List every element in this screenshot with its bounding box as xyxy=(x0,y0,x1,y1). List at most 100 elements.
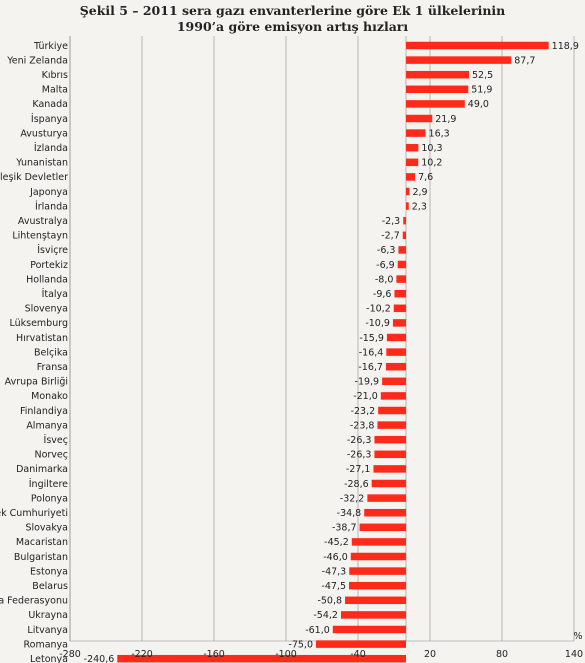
chart-subtitle: 1990’a göre emisyon artış hızları xyxy=(176,19,409,34)
bar xyxy=(398,246,406,254)
bar xyxy=(397,260,406,269)
value-label: -32,2 xyxy=(340,493,365,504)
value-label: 87,7 xyxy=(514,55,535,66)
x-tick-label: -40 xyxy=(350,649,366,660)
category-label: Malta xyxy=(42,85,68,96)
category-label: Kanada xyxy=(32,99,68,110)
category-label: Almanya xyxy=(26,420,68,431)
category-label: Monako xyxy=(31,391,68,402)
bar xyxy=(382,377,406,386)
bar xyxy=(380,392,406,400)
bar xyxy=(351,538,406,546)
value-label: -50,8 xyxy=(317,596,342,607)
category-label: Estonya xyxy=(30,566,68,577)
bar xyxy=(374,435,406,444)
value-label: -21,0 xyxy=(353,391,378,402)
value-label: -26,3 xyxy=(347,435,372,446)
bar xyxy=(386,348,406,356)
bar xyxy=(406,173,416,181)
value-label: 2,9 xyxy=(412,187,427,198)
category-label: Hırvatistan xyxy=(16,333,68,344)
value-label: -6,3 xyxy=(377,245,396,256)
chart-title: Şekil 5 – 2011 sera gazı envanterlerine … xyxy=(79,3,506,18)
bars-group xyxy=(117,41,549,663)
category-label: İzlanda xyxy=(34,143,68,154)
unit-label: % xyxy=(573,631,582,642)
bar xyxy=(364,508,406,517)
category-label: Hollanda xyxy=(26,274,68,285)
category-label: Kıbrıs xyxy=(42,70,68,81)
value-label: -23,2 xyxy=(351,406,376,417)
value-label: -16,4 xyxy=(359,347,384,358)
category-label: Avrupa Birliği xyxy=(5,377,68,388)
category-label: Lihtenştayn xyxy=(12,231,68,242)
category-label: Birleşik Devletler xyxy=(0,172,68,183)
bar xyxy=(406,158,419,167)
category-label: Romanya xyxy=(23,639,68,650)
category-label: Fransa xyxy=(37,362,68,373)
x-tick-label: -160 xyxy=(203,649,225,660)
category-label: Macaristan xyxy=(16,537,68,548)
bar xyxy=(345,596,406,605)
x-tick-label: -280 xyxy=(59,649,81,660)
value-label: -240,6 xyxy=(84,654,115,663)
category-label: İsviçre xyxy=(37,245,68,256)
bar xyxy=(332,625,406,634)
bar xyxy=(406,70,469,79)
value-label: -46,0 xyxy=(323,552,348,563)
category-label: Ukrayna xyxy=(28,610,68,621)
category-label: Litvanya xyxy=(27,625,68,636)
x-tick-label: -220 xyxy=(131,649,153,660)
bar xyxy=(393,304,406,313)
bar xyxy=(402,231,406,240)
x-tick-label: 140 xyxy=(565,649,583,660)
bar xyxy=(406,129,426,137)
value-label: -27,1 xyxy=(346,464,371,475)
bar xyxy=(403,216,406,225)
category-label: İrlanda xyxy=(35,201,68,212)
x-tick-label: 20 xyxy=(424,649,436,660)
bar xyxy=(378,406,406,415)
value-label: -2,7 xyxy=(381,231,400,242)
value-label: -8,0 xyxy=(375,274,394,285)
category-label: Polonya xyxy=(31,493,68,504)
category-label: Yeni Zelanda xyxy=(6,55,68,66)
category-label: Slovenya xyxy=(25,304,68,315)
bar xyxy=(377,421,406,429)
bar xyxy=(394,289,406,298)
value-label: -54,2 xyxy=(313,610,338,621)
bar xyxy=(349,567,406,575)
category-label: İsveç xyxy=(44,435,68,446)
bar xyxy=(406,143,419,152)
category-label: Finlandiya xyxy=(20,406,68,417)
category-label: Portekiz xyxy=(30,260,68,271)
value-label: 2,3 xyxy=(412,201,427,212)
category-label: Rusya Federasyonu xyxy=(0,596,68,607)
bar xyxy=(406,187,410,196)
category-label: Yunanistan xyxy=(15,158,68,169)
value-label: -15,9 xyxy=(359,333,384,344)
bar xyxy=(386,333,406,342)
bar xyxy=(117,654,406,663)
value-label: -2,3 xyxy=(382,216,401,227)
gridlines xyxy=(69,36,575,642)
value-label: -34,8 xyxy=(337,508,362,519)
category-label: Lüksemburg xyxy=(9,318,68,329)
bar xyxy=(406,114,433,123)
value-label: -16,7 xyxy=(358,362,383,373)
x-tick-label: -100 xyxy=(275,649,297,660)
category-label: Çek Cumhuriyeti xyxy=(0,508,68,519)
bar xyxy=(350,552,406,561)
value-label: 21,9 xyxy=(435,114,456,125)
value-label: -28,6 xyxy=(344,479,369,490)
category-label: İtalya xyxy=(42,289,68,300)
value-label: 49,0 xyxy=(468,99,489,110)
value-label: 10,3 xyxy=(421,143,442,154)
category-label: Bulgaristan xyxy=(14,552,68,563)
value-label: -10,2 xyxy=(366,304,391,315)
value-label: -26,3 xyxy=(347,450,372,461)
category-label: Avustralya xyxy=(18,216,68,227)
category-label: Türkiye xyxy=(33,41,68,52)
value-label: -47,5 xyxy=(321,581,346,592)
